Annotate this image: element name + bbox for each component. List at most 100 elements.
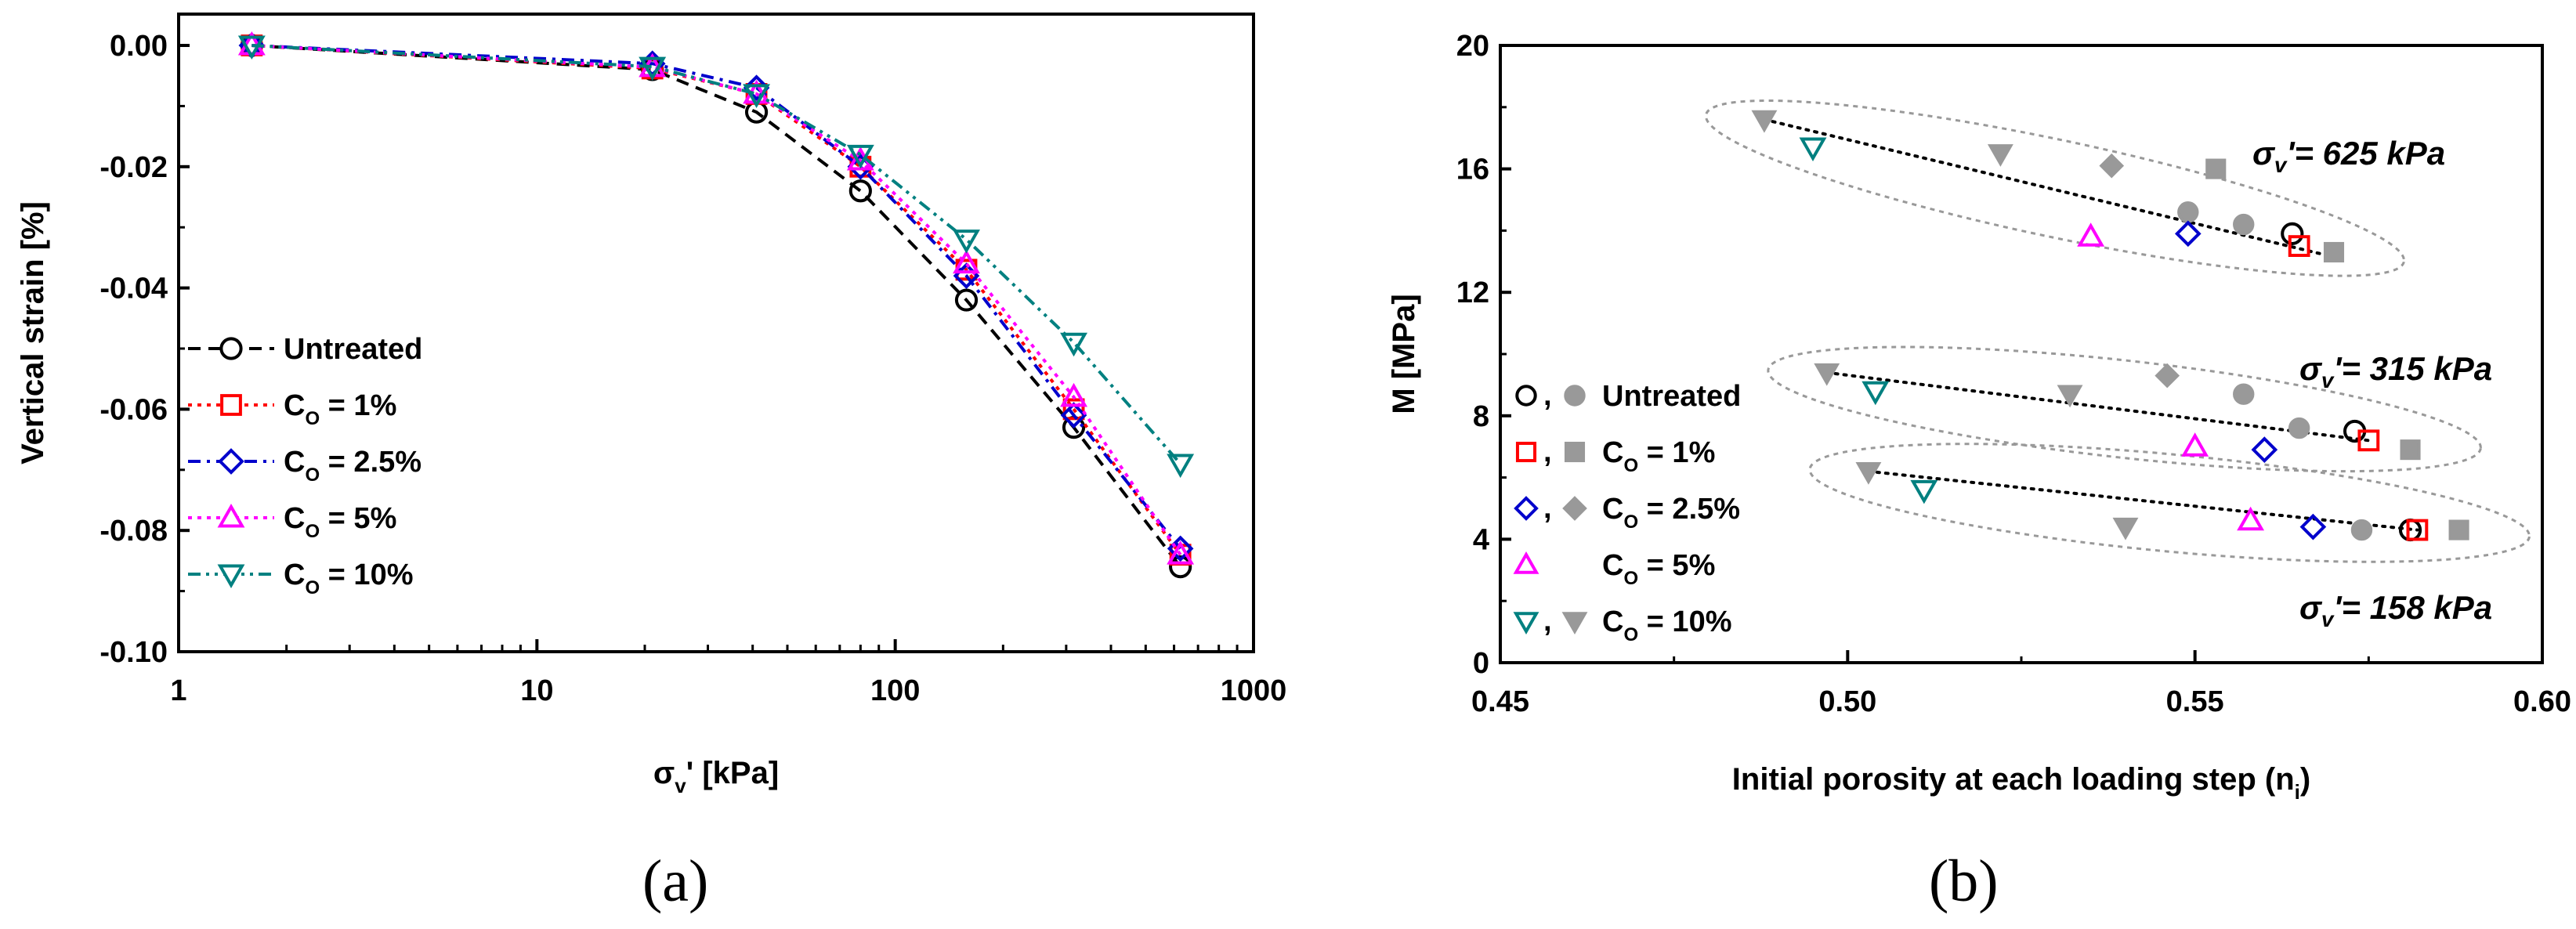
chart-a-y-axis-label: Vertical strain [%] — [16, 201, 50, 464]
data-point — [953, 230, 980, 254]
group-ellipse — [1808, 443, 2531, 563]
legend-separator: , — [1543, 605, 1552, 638]
legend-item: CO = 1% — [188, 389, 396, 429]
series-line — [251, 44, 1182, 550]
data-point-filled — [2323, 241, 2345, 263]
legend-item: Untreated — [188, 333, 422, 366]
group-trend-line — [1762, 117, 2329, 257]
data-point — [1060, 402, 1087, 428]
chart-b-x-tick-label: 0.55 — [2166, 685, 2224, 718]
series-3 — [237, 31, 1195, 565]
data-point-open — [2077, 222, 2105, 247]
chart-a-y-tick-label: -0.06 — [99, 393, 168, 426]
legend-label: CO = 5% — [1602, 549, 1715, 589]
data-point-open — [2237, 506, 2265, 531]
data-point-open — [2299, 513, 2327, 540]
group-label: σv'= 158 kPa — [2299, 589, 2492, 631]
chart-b: 0 4 8 12 16 20 0.45 0.50 0.55 0.60 , Untreated, CO … — [1387, 30, 2571, 914]
data-point-open — [2251, 436, 2278, 463]
data-point-filled — [2233, 213, 2255, 236]
chart-b-panel-label: (b) — [1929, 848, 1999, 914]
data-point — [1060, 382, 1088, 407]
legend-separator: , — [1543, 492, 1552, 525]
legend-label: CO = 1% — [284, 389, 396, 429]
chart-a-legend: Untreated CO = 1% CO = 2.5% CO = 5% CO = 10% — [188, 333, 422, 598]
chart-a-x-tick-label: 1 — [170, 674, 186, 707]
group-label: σv'= 625 kPa — [2252, 135, 2445, 177]
data-point — [1169, 555, 1192, 579]
chart-b-group-ellipses — [1704, 99, 2531, 563]
data-point-filled — [1814, 363, 1840, 386]
legend-separator: , — [1543, 379, 1552, 412]
legend-open-marker — [1514, 496, 1539, 521]
data-point — [639, 56, 667, 81]
data-point-filled — [2233, 383, 2255, 405]
legend-label: CO = 10% — [1602, 605, 1732, 645]
chart-b-y-tick-label: 4 — [1473, 523, 1489, 556]
data-point-filled — [2112, 517, 2139, 540]
data-point-open — [2406, 519, 2429, 541]
chart-a-x-axis-label: σv' [kPa] — [653, 756, 779, 797]
chart-b-legend: , Untreated, CO = 1%, CO = 2.5% CO = 5%, CO =… — [1513, 379, 1741, 645]
chart-b-x-tick-label: 0.60 — [2513, 685, 2571, 718]
data-point — [1167, 540, 1195, 565]
legend-label: Untreated — [1602, 380, 1741, 413]
legend-item: , CO = 2.5% — [1514, 492, 1740, 533]
legend-item: CO = 5% — [1513, 549, 1715, 589]
series-4 — [237, 35, 1195, 479]
data-point-open — [2288, 235, 2310, 258]
chart-a-y-tick-label: -0.02 — [99, 151, 168, 184]
chart-b-y-tick-label: 16 — [1456, 154, 1489, 186]
chart-b-y-tick-label: 12 — [1456, 277, 1489, 309]
data-point — [954, 288, 979, 312]
legend-open-marker — [1513, 612, 1539, 635]
legend-label: Untreated — [284, 333, 422, 366]
legend-filled-marker — [1564, 385, 1586, 407]
data-point-filled — [2057, 385, 2083, 408]
data-point-filled — [1855, 461, 1882, 485]
chart-b-group-labels: σv'= 625 kPa σv'= 315 kPa σv'= 158 kPa — [2252, 135, 2492, 631]
legend-item: , CO = 1% — [1515, 436, 1715, 476]
data-point — [953, 249, 980, 274]
legend-swatch-marker — [219, 337, 243, 360]
data-point — [743, 84, 771, 108]
chart-b-y-tick-label: 20 — [1456, 30, 1489, 63]
legend-filled-marker — [1561, 612, 1588, 635]
data-point-open — [2281, 222, 2304, 245]
legend-item: , CO = 10% — [1513, 605, 1732, 645]
legend-filled-marker — [1564, 441, 1586, 463]
group-trend-line — [1866, 469, 2419, 532]
data-point-filled — [2350, 519, 2373, 541]
legend-label: CO = 2.5% — [284, 446, 421, 486]
chart-a-y-tick-label: -0.08 — [99, 515, 168, 548]
data-point — [1060, 332, 1088, 357]
chart-a-panel-label: (a) — [642, 848, 708, 914]
data-point — [846, 144, 874, 169]
series-line — [251, 44, 1182, 568]
data-point-open — [1799, 137, 1827, 162]
chart-b-x-tick-label: 0.50 — [1818, 685, 1876, 718]
group-label: σv'= 315 kPa — [2299, 350, 2492, 392]
chart-a-y-tick-label: 0.00 — [110, 30, 168, 63]
legend-swatch-marker — [220, 394, 242, 416]
data-point-filled — [2177, 201, 2199, 223]
legend-label: CO = 1% — [1602, 436, 1715, 476]
chart-a-ticks: 0.00 -0.02 -0.04 -0.06 -0.08 -0.101 10 100 1000 — [99, 30, 1286, 707]
data-point-filled — [1987, 144, 2013, 167]
data-point — [1062, 398, 1085, 421]
legend-item: CO = 5% — [188, 502, 396, 542]
legend-open-marker — [1515, 385, 1537, 407]
series-1 — [241, 34, 1192, 566]
group-ellipse — [1767, 345, 2482, 473]
chart-b-y-axis-label: M [MPa] — [1387, 294, 1421, 414]
data-point-open — [1910, 479, 1938, 504]
chart-b-y-tick-label: 8 — [1473, 400, 1489, 433]
chart-a-x-tick-label: 100 — [870, 674, 920, 707]
legend-open-marker — [1513, 551, 1539, 574]
data-point-filled — [2205, 158, 2227, 179]
data-point — [1167, 454, 1195, 479]
legend-label: CO = 10% — [284, 558, 414, 598]
series-line — [251, 44, 1182, 556]
legend-swatch-marker — [217, 503, 245, 528]
data-point-filled — [2288, 417, 2310, 439]
